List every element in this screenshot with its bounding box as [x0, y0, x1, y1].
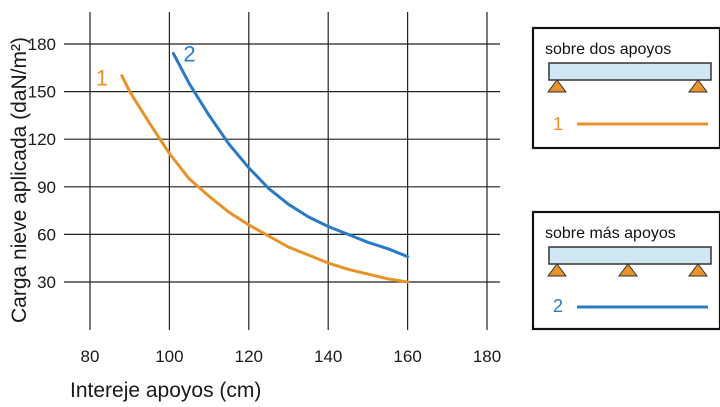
series-line-2	[171, 52, 410, 259]
x-tick-label: 140	[314, 347, 342, 366]
series-labels: 12	[96, 42, 196, 91]
beam-1	[548, 62, 712, 81]
series-lines	[120, 52, 410, 284]
support-triangle-2c	[688, 263, 708, 277]
legend-box-2-title: sobre más apoyos	[545, 225, 676, 242]
x-axis-title: Intereje apoyos (cm)	[70, 379, 261, 402]
x-tick-label: 160	[393, 347, 421, 366]
x-tick-label: 80	[81, 347, 100, 366]
support-triangle-2a	[547, 263, 567, 277]
y-axis-title: Carga nieve aplicada (daN/m²)	[8, 37, 31, 323]
y-tick-label: 150	[28, 83, 56, 102]
legend-box-1: sobre dos apoyos 1	[531, 26, 720, 150]
y-tick-label: 120	[28, 130, 56, 149]
series-label-1: 1	[96, 66, 108, 91]
support-triangle-1a	[547, 79, 567, 93]
legend-box-1-number: 1	[553, 114, 563, 134]
beam-2	[548, 246, 712, 265]
legend-box-2-number: 2	[553, 296, 563, 316]
series-line-1	[120, 74, 410, 284]
y-tick-label: 30	[37, 273, 56, 292]
support-triangle-2b	[618, 263, 638, 277]
y-tick-label: 180	[28, 35, 56, 54]
tick-labels: 80 100 120 140 160 180 30 60 90 120 150 180	[28, 35, 502, 366]
legend-box-1-frame	[531, 26, 720, 150]
x-tick-label: 180	[473, 347, 501, 366]
x-tick-label: 100	[155, 347, 183, 366]
series-label-2: 2	[183, 42, 195, 67]
legend-box-2: sobre más apoyos 2	[531, 210, 720, 331]
legend-box-1-title: sobre dos apoyos	[545, 41, 671, 58]
grid	[64, 12, 500, 330]
y-tick-label: 90	[37, 178, 56, 197]
x-tick-label: 120	[235, 347, 263, 366]
y-tick-label: 60	[37, 225, 56, 244]
support-triangle-1b	[688, 79, 708, 93]
